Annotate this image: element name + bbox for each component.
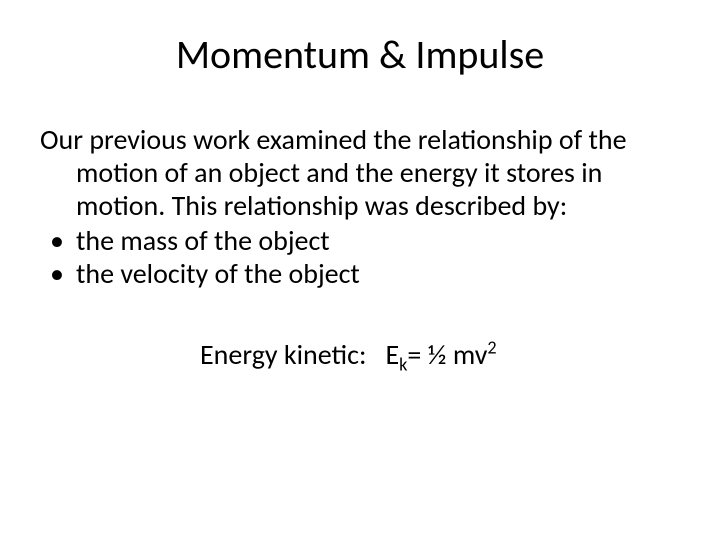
formula-exponent: 2 [487,337,496,359]
intro-paragraph: Our previous work examined the relations… [40,123,680,222]
slide-title: Momentum & Impulse [40,30,680,79]
slide-body: Our previous work examined the relations… [40,123,680,371]
bullet-list: the mass of the object the velocity of t… [40,224,680,290]
formula-line: Energy kinetic: Ek= ½ mv2 [40,338,680,371]
slide: Momentum & Impulse Our previous work exa… [0,0,720,540]
formula-lhs-base: E [385,337,399,372]
list-item: the velocity of the object [40,257,680,290]
formula-label: Energy kinetic: [200,337,366,372]
list-item: the mass of the object [40,224,680,257]
formula-rhs: = ½ mv [407,337,487,372]
